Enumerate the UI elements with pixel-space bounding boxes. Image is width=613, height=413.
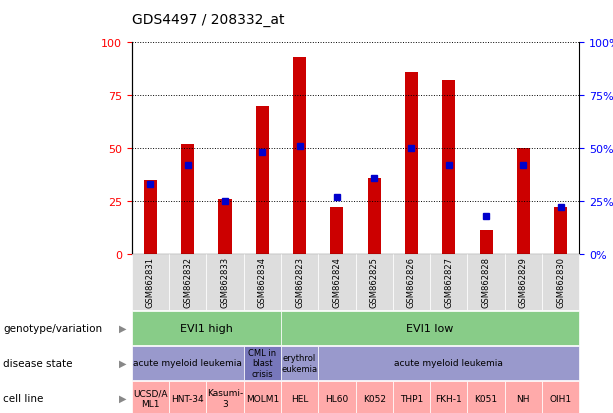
Text: GSM862826: GSM862826: [407, 256, 416, 307]
Text: HNT-34: HNT-34: [172, 394, 204, 403]
Text: GSM862829: GSM862829: [519, 256, 528, 307]
Text: GSM862828: GSM862828: [482, 256, 490, 307]
Text: MOLM1: MOLM1: [246, 394, 279, 403]
Text: FKH-1: FKH-1: [435, 394, 462, 403]
Text: disease state: disease state: [3, 358, 72, 368]
Text: OIH1: OIH1: [550, 394, 572, 403]
Text: HEL: HEL: [291, 394, 308, 403]
Text: CML in
blast
crisis: CML in blast crisis: [248, 348, 276, 378]
Text: K052: K052: [363, 394, 386, 403]
Bar: [218, 199, 232, 254]
Text: GSM862833: GSM862833: [221, 256, 229, 307]
Bar: [405, 73, 418, 254]
Text: HL60: HL60: [326, 394, 349, 403]
Bar: [144, 180, 157, 254]
Text: GSM862832: GSM862832: [183, 256, 192, 307]
Text: genotype/variation: genotype/variation: [3, 323, 102, 333]
Text: acute myeloid leukemia: acute myeloid leukemia: [394, 358, 503, 368]
Text: UCSD/A
ML1: UCSD/A ML1: [133, 389, 168, 408]
Bar: [330, 208, 343, 254]
Text: GSM862823: GSM862823: [295, 256, 304, 307]
Text: THP1: THP1: [400, 394, 423, 403]
Text: NH: NH: [517, 394, 530, 403]
Text: GSM862831: GSM862831: [146, 256, 155, 307]
Bar: [181, 145, 194, 254]
Text: ▶: ▶: [120, 358, 127, 368]
Text: ▶: ▶: [120, 393, 127, 403]
Text: EVI1 low: EVI1 low: [406, 323, 454, 333]
Bar: [442, 81, 455, 254]
Text: EVI1 high: EVI1 high: [180, 323, 233, 333]
Text: K051: K051: [474, 394, 498, 403]
Bar: [517, 149, 530, 254]
Text: cell line: cell line: [3, 393, 44, 403]
Text: GSM862825: GSM862825: [370, 256, 379, 307]
Bar: [554, 208, 567, 254]
Bar: [293, 58, 306, 254]
Text: acute myeloid leukemia: acute myeloid leukemia: [133, 358, 242, 368]
Bar: [256, 107, 269, 254]
Text: GSM862827: GSM862827: [444, 256, 453, 307]
Text: GDS4497 / 208332_at: GDS4497 / 208332_at: [132, 13, 284, 27]
Text: GSM862834: GSM862834: [258, 256, 267, 307]
Text: Kasumi-
3: Kasumi- 3: [207, 389, 243, 408]
Text: GSM862824: GSM862824: [332, 256, 341, 307]
Text: ▶: ▶: [120, 323, 127, 333]
Text: erythrol
eukemia: erythrol eukemia: [281, 354, 318, 373]
Bar: [479, 231, 493, 254]
Bar: [368, 178, 381, 254]
Text: GSM862830: GSM862830: [556, 256, 565, 307]
